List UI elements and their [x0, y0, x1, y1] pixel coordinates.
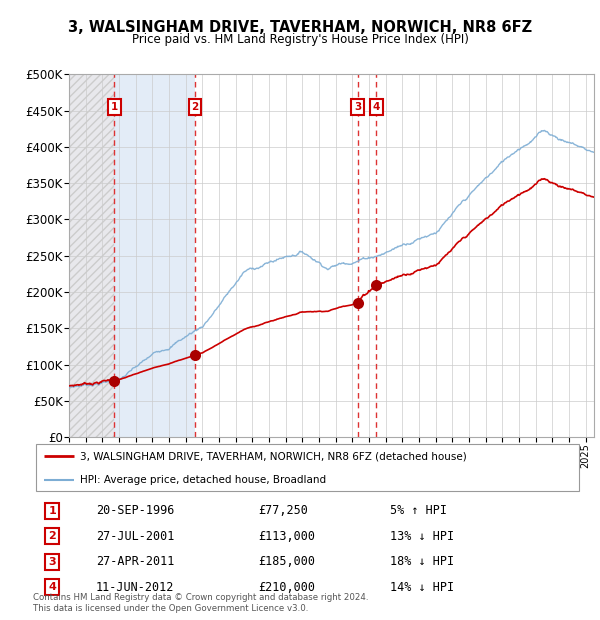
- Text: 27-APR-2011: 27-APR-2011: [96, 555, 175, 568]
- Text: 3: 3: [49, 557, 56, 567]
- Bar: [69, 74, 115, 437]
- Text: 2: 2: [191, 102, 199, 112]
- Text: 27-JUL-2001: 27-JUL-2001: [96, 529, 175, 542]
- Text: 1: 1: [111, 102, 118, 112]
- Text: £185,000: £185,000: [258, 555, 315, 568]
- FancyBboxPatch shape: [36, 444, 579, 491]
- Text: 20-SEP-1996: 20-SEP-1996: [96, 505, 175, 518]
- Bar: [115, 74, 195, 437]
- Text: Price paid vs. HM Land Registry's House Price Index (HPI): Price paid vs. HM Land Registry's House …: [131, 33, 469, 46]
- Text: 18% ↓ HPI: 18% ↓ HPI: [390, 555, 454, 568]
- Text: Contains HM Land Registry data © Crown copyright and database right 2024.
This d: Contains HM Land Registry data © Crown c…: [33, 593, 368, 613]
- Text: 4: 4: [48, 582, 56, 592]
- Text: 3: 3: [354, 102, 361, 112]
- Text: 14% ↓ HPI: 14% ↓ HPI: [390, 580, 454, 593]
- Text: 3, WALSINGHAM DRIVE, TAVERHAM, NORWICH, NR8 6FZ: 3, WALSINGHAM DRIVE, TAVERHAM, NORWICH, …: [68, 20, 532, 35]
- Text: £77,250: £77,250: [258, 505, 308, 518]
- Text: 4: 4: [373, 102, 380, 112]
- Text: 2: 2: [49, 531, 56, 541]
- Text: 3, WALSINGHAM DRIVE, TAVERHAM, NORWICH, NR8 6FZ (detached house): 3, WALSINGHAM DRIVE, TAVERHAM, NORWICH, …: [80, 451, 466, 461]
- Text: £210,000: £210,000: [258, 580, 315, 593]
- Text: HPI: Average price, detached house, Broadland: HPI: Average price, detached house, Broa…: [80, 475, 326, 485]
- Text: £113,000: £113,000: [258, 529, 315, 542]
- Text: 5% ↑ HPI: 5% ↑ HPI: [390, 505, 447, 518]
- Text: 11-JUN-2012: 11-JUN-2012: [96, 580, 175, 593]
- Text: 13% ↓ HPI: 13% ↓ HPI: [390, 529, 454, 542]
- Text: 1: 1: [49, 506, 56, 516]
- Bar: [69, 74, 115, 437]
